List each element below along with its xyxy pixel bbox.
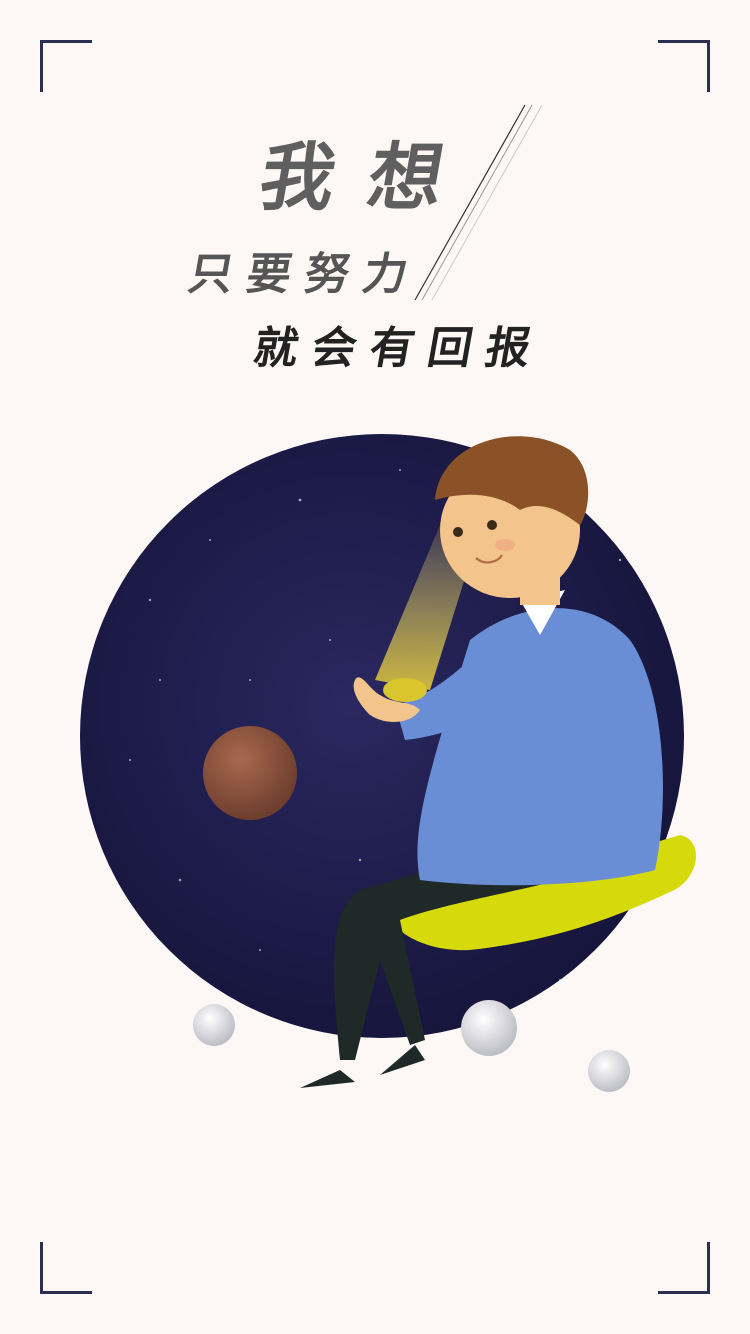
moon-icon [461, 1000, 517, 1056]
headline-line-1: 我想 [253, 135, 485, 221]
right-eye [487, 520, 497, 530]
left-eye [453, 527, 463, 537]
corner-frame-top-left [40, 40, 92, 92]
cheek [495, 539, 515, 551]
planet-icon [203, 726, 297, 820]
space-illustration [80, 434, 697, 1092]
right-shoe [380, 1045, 425, 1075]
corner-frame-bottom-right [658, 1242, 710, 1294]
hair [435, 436, 589, 525]
hand [353, 677, 420, 722]
headline-line-2: 只要努力 [184, 249, 426, 300]
legs [334, 870, 560, 1060]
corner-frame-bottom-left [40, 1242, 92, 1294]
moon-icon [588, 1050, 630, 1092]
slash-lines-decoration [414, 104, 543, 301]
moon-icon [193, 1004, 235, 1046]
left-shoe [300, 1070, 355, 1088]
sweater-arm [395, 650, 520, 740]
headline-line-3: 就会有回报 [249, 323, 549, 374]
glowing-stone [383, 678, 427, 702]
smile [475, 554, 503, 564]
corner-frame-top-right [658, 40, 710, 92]
